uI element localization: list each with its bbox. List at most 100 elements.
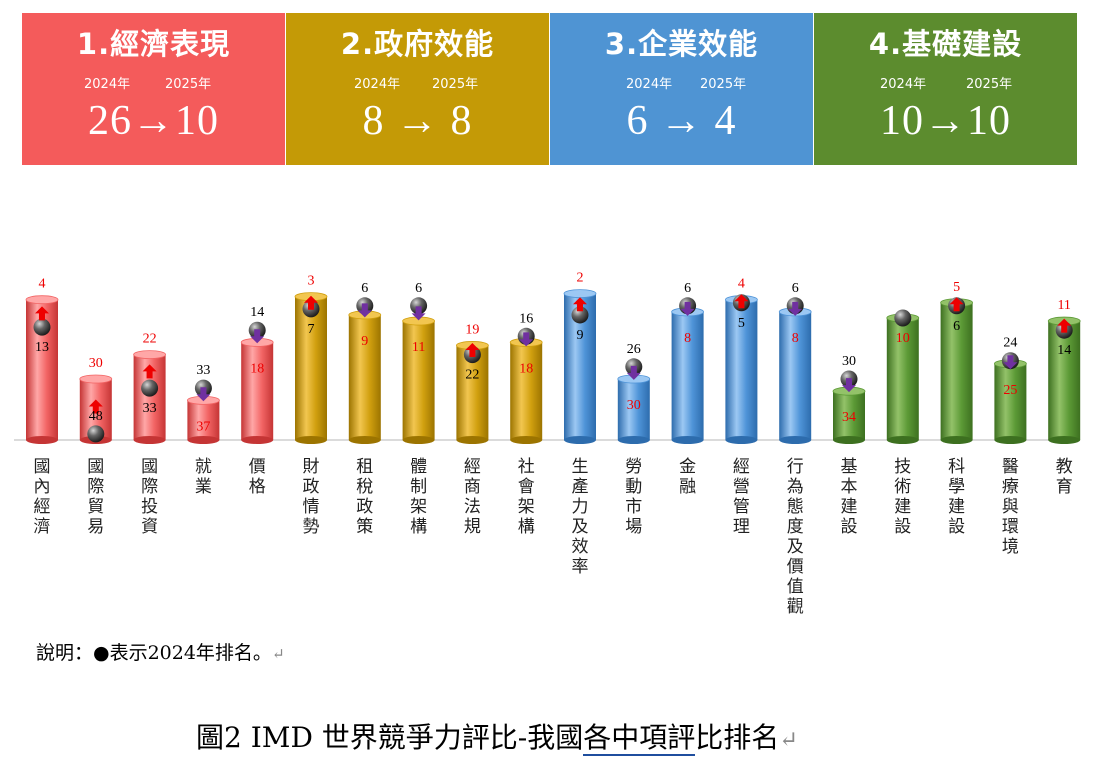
label-2024-rank: 6 — [684, 281, 691, 296]
bar-bottom — [940, 436, 973, 444]
bar-top — [79, 374, 113, 384]
category-label-char: 場 — [625, 517, 642, 537]
arrow-up-icon — [88, 399, 103, 414]
label-2024-rank: 48 — [89, 409, 103, 424]
label-2025-rank: 19 — [465, 322, 479, 337]
label-2025-rank: 2 — [577, 271, 584, 286]
category-label-char: 基 — [841, 457, 858, 477]
rank-change: 8 → 8 — [362, 98, 473, 144]
category-label-char: 經 — [34, 497, 51, 517]
year-label-2024: 2024年 — [626, 77, 673, 92]
category-label-char: 政 — [303, 477, 320, 497]
label-2025-rank: 9 — [361, 334, 368, 349]
category-label-char: 稅 — [356, 477, 373, 497]
arrow-up-icon — [573, 297, 587, 312]
year-label-2025: 2025年 — [700, 77, 747, 92]
label-2025-rank: 18 — [250, 361, 264, 376]
category-label-char: 設 — [841, 517, 858, 537]
category-label-char: 貿 — [87, 497, 104, 517]
bar-bottom — [833, 436, 865, 444]
category-label-char: 內 — [34, 477, 51, 497]
category-label-char: 格 — [249, 477, 266, 497]
label-2025-rank: 11 — [412, 340, 425, 355]
arrow-down-icon — [357, 303, 372, 318]
category-label-char: 架 — [518, 497, 535, 517]
label-2024-rank: 7 — [308, 322, 315, 337]
category-label-char: 國 — [87, 457, 104, 477]
category-label-char: 力 — [572, 497, 589, 517]
category-label-char: 法 — [464, 497, 481, 517]
label-2024-rank: 6 — [953, 319, 960, 334]
category-label-char: 育 — [1056, 477, 1073, 497]
category-label-char: 動 — [625, 477, 642, 497]
label-2025-rank: 30 — [89, 356, 103, 371]
label-2025-rank: 8 — [792, 331, 799, 346]
category-label-char: 設 — [894, 517, 911, 537]
arrow-up-icon — [142, 364, 157, 379]
category-label-char: 勢 — [303, 517, 320, 537]
bar-bottom — [779, 436, 812, 444]
arrow-up-icon — [1057, 318, 1072, 333]
marker-2024 — [410, 297, 428, 315]
marker-2024 — [571, 306, 589, 324]
bar-bottom — [26, 436, 58, 444]
category-label-char: 設 — [948, 517, 965, 537]
label-2025-rank: 22 — [143, 332, 157, 347]
category-label-char: 學 — [948, 477, 965, 497]
category-label-char: 技 — [894, 457, 911, 477]
arrow-down-icon — [196, 387, 211, 402]
arrow-down-icon — [788, 301, 803, 316]
bar-bottom — [456, 436, 489, 444]
bar-16 — [833, 391, 865, 440]
category-label-char: 社 — [518, 457, 535, 477]
category-label-char: 制 — [410, 477, 427, 497]
category-label-char: 易 — [87, 517, 104, 537]
category-label-char: 觀 — [787, 597, 804, 617]
label-2024-rank: 5 — [738, 316, 745, 331]
arrow-up-icon — [35, 306, 49, 321]
header-title: 2.政府效能 — [340, 27, 495, 61]
category-label-char: 業 — [195, 477, 212, 497]
marker-2024 — [33, 318, 51, 336]
marker-2024 — [87, 425, 105, 443]
bar-7 — [348, 314, 381, 440]
category-label-char: 營 — [733, 477, 750, 497]
category-label-char: 財 — [303, 457, 320, 477]
category-label-char: 租 — [356, 457, 373, 477]
category-label-char: 經 — [733, 457, 750, 477]
bar-5 — [241, 342, 274, 440]
header-infrastructure: 4.基礎建設 2024年 2025年 10→10 — [814, 13, 1077, 165]
category-label-char: 為 — [787, 477, 804, 497]
category-label-char: 率 — [572, 557, 589, 577]
category-label-char: 態 — [787, 497, 804, 517]
category-label-char: 規 — [464, 517, 481, 537]
label-2025-rank: 25 — [1003, 383, 1017, 398]
category-label-char: 教 — [1056, 457, 1073, 477]
bar-bottom — [133, 436, 166, 444]
category-label-char: 策 — [356, 517, 373, 537]
category-label-char: 療 — [1002, 477, 1019, 497]
category-label-char: 會 — [518, 477, 535, 497]
category-label-char: 科 — [948, 457, 965, 477]
category-label-char: 價 — [249, 457, 266, 477]
category-label-char: 際 — [141, 477, 158, 497]
figure-caption: 圖2 IMD 世界競爭力評比-我國各中項評比排名↵ — [196, 721, 799, 756]
label-2024-rank: 6 — [792, 281, 799, 296]
label-2025-rank: 3 — [308, 274, 315, 289]
category-label-char: 建 — [894, 497, 911, 517]
bar-10 — [510, 342, 543, 440]
label-2025-rank: 10 — [896, 331, 910, 346]
bar-top — [133, 350, 167, 360]
category-label-char: 環 — [1002, 517, 1019, 537]
category-label-char: 商 — [464, 477, 481, 497]
marker-2024 — [141, 379, 159, 397]
label-2024-rank: 22 — [465, 368, 479, 383]
arrow-down-icon — [250, 329, 265, 344]
category-label-char: 建 — [948, 497, 965, 517]
label-2025-rank: 34 — [842, 410, 856, 425]
year-label-2024: 2024年 — [354, 77, 401, 92]
label-2024-rank: 9 — [577, 328, 584, 343]
rank-change: 10→10 — [880, 98, 1011, 144]
label-2025-rank: 18 — [519, 361, 533, 376]
year-label-2025: 2025年 — [432, 77, 479, 92]
